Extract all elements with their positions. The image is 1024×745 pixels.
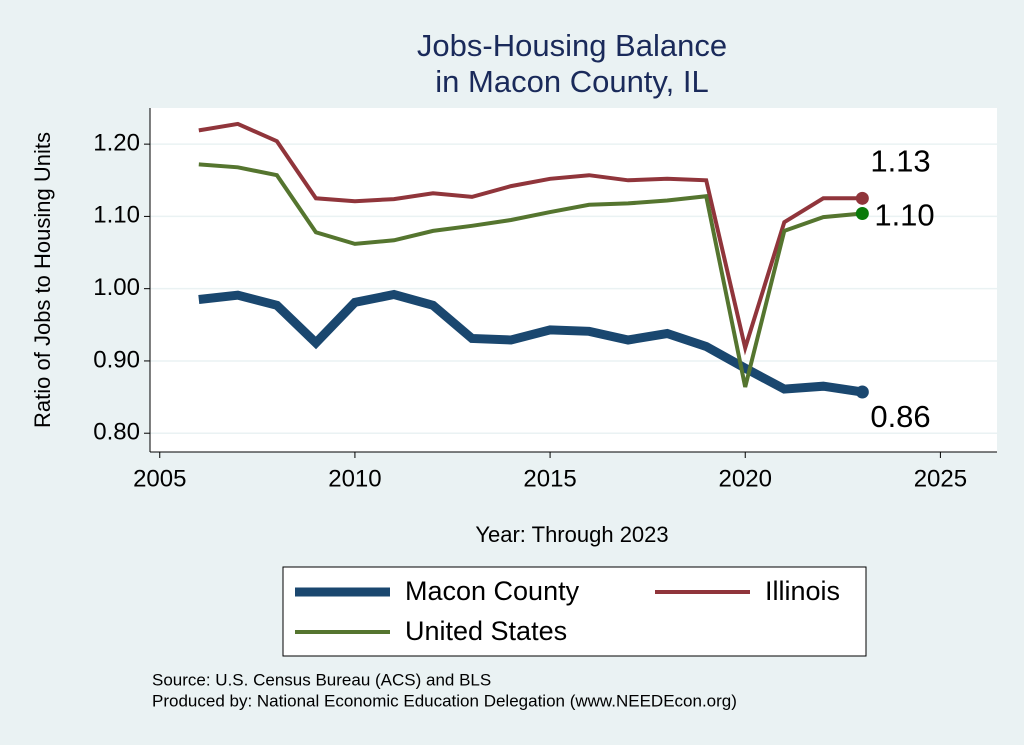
series-line	[198, 162, 863, 388]
x-axis-label: Year: Through 2023	[475, 522, 668, 547]
legend-box	[282, 566, 867, 657]
data-label: 1.10	[874, 198, 934, 233]
x-tick-label: 2020	[719, 465, 772, 492]
y-tick-label: 0.80	[93, 419, 140, 446]
x-tick-label: 2005	[133, 465, 186, 492]
x-tick-label: 2010	[328, 465, 381, 492]
source-note: Source: U.S. Census Bureau (ACS) and BLS	[152, 670, 491, 689]
data-label: 0.86	[870, 399, 930, 434]
y-axis-label: Ratio of Jobs to Housing Units	[30, 132, 55, 428]
chart-title: in Macon County, IL	[435, 64, 708, 99]
end-marker	[855, 191, 869, 205]
series-line	[198, 289, 863, 397]
y-tick-label: 0.90	[93, 346, 140, 373]
legend-label: United States	[405, 616, 567, 646]
end-marker	[855, 385, 869, 399]
end-marker	[855, 207, 869, 221]
y-tick-label: 1.00	[93, 274, 140, 301]
y-tick-label: 1.10	[93, 202, 140, 229]
source-note: Produced by: National Economic Education…	[152, 691, 737, 710]
x-tick-label: 2025	[914, 465, 967, 492]
chart-title: Jobs-Housing Balance	[417, 28, 727, 63]
y-tick-label: 1.20	[93, 129, 140, 156]
series-line	[198, 121, 863, 356]
legend-label: Illinois	[765, 576, 840, 606]
data-label: 1.13	[870, 144, 930, 179]
legend-label: Macon County	[405, 576, 580, 606]
x-tick-label: 2015	[523, 465, 576, 492]
